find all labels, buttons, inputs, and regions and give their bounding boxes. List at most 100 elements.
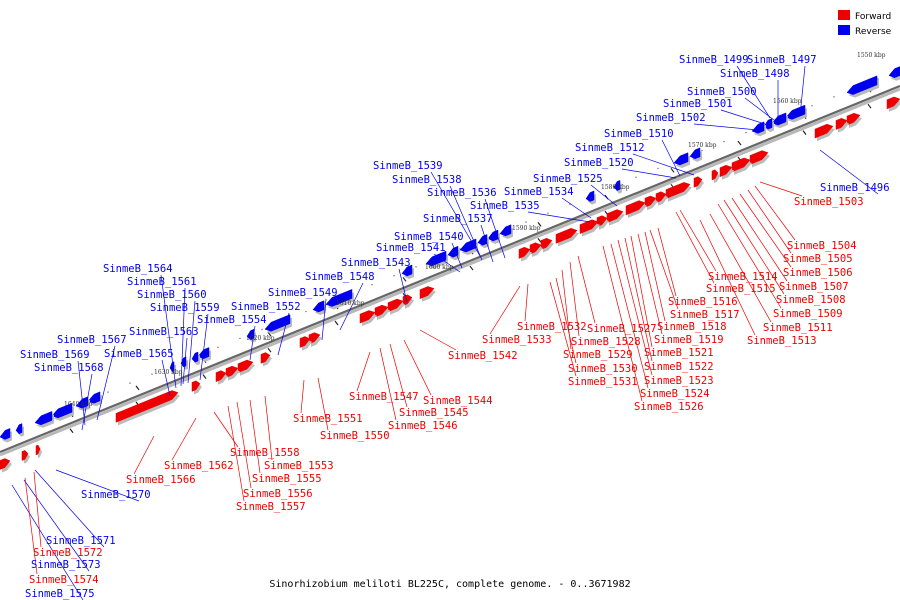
reverse-gene-arrow [264, 314, 291, 332]
forward-label-leader [717, 203, 782, 309]
reverse-gene-arrow [191, 351, 199, 363]
minor-tick [701, 149, 703, 152]
reverse-label-leader [661, 139, 681, 177]
forward-label-leader [610, 243, 649, 389]
forward-label-leader [317, 377, 329, 431]
forward-gene-label: SinmeB_1517 [670, 309, 740, 321]
forward-label-leader [747, 189, 792, 254]
minor-tick [635, 176, 637, 179]
reverse-gene-label: SinmeB_1568 [34, 362, 104, 374]
forward-gene-label: SinmeB_1556 [243, 488, 313, 500]
reverse-gene-label: SinmeB_1498 [720, 68, 790, 80]
forward-label-leader [555, 277, 577, 364]
forward-gene-arrow [35, 444, 41, 456]
reverse-gene-arrow [87, 391, 101, 404]
kbp-tick-label: 1600 kbp [425, 264, 454, 271]
kbp-tick-label: 1580 kbp [601, 184, 630, 191]
minor-tick [239, 337, 241, 340]
reverse-gene-arrow [846, 75, 878, 95]
forward-gene-label: SinmeB_1545 [399, 407, 469, 419]
reverse-gene-arrow [425, 250, 447, 267]
forward-gene-label: SinmeB_1532 [517, 321, 587, 333]
forward-label-leader [754, 185, 796, 241]
reverse-gene-label: SinmeB_1560 [137, 289, 207, 301]
forward-label-leader [679, 209, 717, 272]
minor-tick [305, 310, 307, 313]
minor-tick [657, 167, 659, 170]
minor-tick [129, 382, 131, 384]
forward-label-leader [731, 197, 788, 282]
forward-label-leader [236, 401, 252, 489]
scale-tick-lower [469, 265, 474, 271]
reverse-gene-label: SinmeB_1569 [20, 349, 90, 361]
reverse-gene-arrow [487, 229, 499, 242]
forward-gene-label: SinmeB_1511 [763, 322, 833, 334]
forward-label-leader [644, 231, 666, 322]
reverse-gene-label: SinmeB_1564 [103, 263, 173, 275]
reverse-gene-label: SinmeB_1499 [679, 54, 749, 66]
minor-tick [261, 328, 263, 331]
forward-gene-label: SinmeB_1518 [657, 321, 727, 333]
reverse-gene-arrow [673, 152, 689, 166]
reverse-label-leader [819, 149, 879, 195]
forward-gene-label: SinmeB_1506 [783, 267, 853, 279]
forward-gene-arrow [625, 200, 646, 216]
forward-label-leader [709, 213, 772, 323]
reverse-label-leader [23, 479, 90, 572]
reverse-gene-label: SinmeB_1501 [663, 98, 733, 110]
forward-label-leader [356, 351, 371, 392]
forward-gene-arrow [260, 352, 271, 364]
reverse-label-leader [736, 65, 771, 119]
forward-gene-label: SinmeB_1508 [776, 294, 846, 306]
forward-gene-shadow [558, 231, 579, 247]
reverse-label-leader [720, 109, 766, 125]
reverse-label-leader [11, 484, 84, 600]
reverse-gene-label: SinmeB_1563 [129, 326, 199, 338]
reverse-gene-label: SinmeB_1552 [231, 301, 301, 313]
forward-gene-label: SinmeB_1507 [779, 281, 849, 293]
forward-label-leader [403, 339, 432, 396]
reverse-label-leader [799, 65, 806, 117]
forward-label-leader [675, 211, 715, 284]
forward-gene-label: SinmeB_1519 [654, 334, 724, 346]
forward-label-leader [264, 395, 273, 461]
forward-label-leader [133, 435, 155, 475]
minor-tick [547, 212, 549, 214]
forward-gene-arrow [518, 246, 531, 259]
scale-tick-upper [670, 167, 675, 173]
forward-gene-label: SinmeB_1544 [423, 395, 493, 407]
reverse-label-leader [451, 242, 463, 269]
forward-gene-arrow [711, 169, 719, 181]
reverse-label-leader [339, 282, 364, 331]
reverse-gene-label: SinmeB_1525 [533, 173, 603, 185]
reverse-gene-label: SinmeB_1540 [394, 231, 464, 243]
reverse-gene-label: SinmeB_1534 [504, 186, 574, 198]
scale-tick-lower [867, 103, 872, 109]
forward-gene-label: SinmeB_1533 [482, 334, 552, 346]
reverse-gene-label: SinmeB_1571 [46, 535, 116, 547]
kbp-tick-label: 1590 kbp [512, 225, 541, 232]
reverse-swatch [838, 25, 850, 35]
forward-label-leader [524, 283, 529, 322]
reverse-label-leader [621, 168, 677, 179]
forward-label-leader [171, 417, 197, 461]
reverse-gene-label: SinmeB_1536 [427, 187, 497, 199]
kbp-tick-label: 1630 kbp [154, 369, 183, 376]
forward-gene-arrow [21, 450, 29, 461]
forward-gene-arrow [814, 123, 834, 139]
reverse-label-leader [199, 313, 209, 381]
forward-gene-label: SinmeB_1542 [448, 350, 518, 362]
forward-gene-shadow [668, 185, 692, 202]
forward-gene-label: SinmeB_1514 [708, 271, 778, 283]
reverse-gene-label: SinmeB_1535 [470, 200, 540, 212]
scale-tick-upper [737, 140, 742, 146]
reverse-label-leader [527, 211, 591, 223]
forward-swatch [838, 10, 850, 20]
kbp-tick-label: 1640 kbp [64, 401, 93, 408]
reverse-gene-arrow [15, 423, 23, 435]
reverse-label-leader [55, 469, 140, 502]
reverse-label-leader [693, 123, 759, 131]
scale-tick-upper [537, 222, 542, 227]
forward-gene-arrow [299, 336, 311, 348]
